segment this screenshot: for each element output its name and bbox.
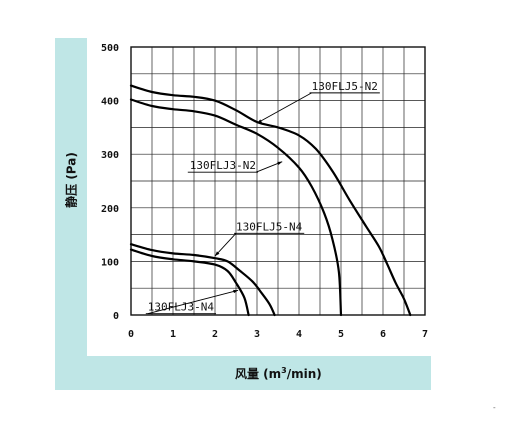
x-tick-label: 4 bbox=[296, 329, 302, 340]
series-line-130flj5-n4 bbox=[129, 243, 276, 317]
label-leader-line bbox=[147, 289, 239, 315]
series-line-130flj3-n2 bbox=[129, 98, 343, 317]
y-tick-label: 0 bbox=[113, 311, 119, 322]
x-tick-label: 6 bbox=[380, 329, 386, 340]
x-axis-label-superscript: 3 bbox=[281, 366, 287, 375]
label-leader-line bbox=[255, 161, 283, 173]
x-tick-label: 7 bbox=[422, 329, 428, 340]
series-label-130flj5-n2: 130FLJ5-N2 bbox=[312, 80, 378, 93]
y-tick-label: 400 bbox=[101, 97, 119, 108]
x-axis-label-main: 风量 (m bbox=[235, 367, 282, 381]
x-tick-label: 2 bbox=[212, 329, 218, 340]
label-arrow-head bbox=[233, 289, 239, 294]
axis-ticks: 0 1 2 3 4 5 6 7 0 100 200 300 400 500 bbox=[101, 43, 428, 340]
series-label-130flj3-n4: 130FLJ3-N4 bbox=[148, 301, 215, 314]
series-label-130flj3-n2: 130FLJ3-N2 bbox=[190, 159, 256, 172]
y-tick-label: 300 bbox=[101, 150, 119, 161]
label-leader-line bbox=[214, 233, 237, 257]
left-decorative-band bbox=[55, 38, 87, 368]
series-curves bbox=[129, 84, 412, 317]
x-tick-label: 1 bbox=[170, 329, 176, 340]
plot-frame bbox=[130, 46, 426, 316]
series-label-130flj5-n4: 130FLJ5-N4 bbox=[236, 220, 303, 233]
label-leader-line bbox=[256, 92, 312, 124]
label-arrow-head bbox=[257, 119, 262, 124]
label-arrow-head bbox=[277, 161, 283, 166]
corner-mark: - bbox=[493, 403, 496, 412]
x-tick-label: 0 bbox=[128, 329, 134, 340]
x-axis-label-tail: /min) bbox=[286, 367, 322, 381]
x-tick-label: 5 bbox=[338, 329, 344, 340]
y-tick-label: 100 bbox=[101, 257, 119, 268]
x-axis-label: 风量 (m3/min) bbox=[235, 365, 322, 382]
y-tick-label: 200 bbox=[101, 204, 119, 215]
series-line-130flj5-n2 bbox=[129, 84, 412, 317]
y-tick-label: 500 bbox=[101, 43, 119, 54]
grid-lines bbox=[130, 46, 426, 316]
series-labels: 130FLJ5-N2 130FLJ3-N2 130FLJ5-N4 130FLJ3-N4 bbox=[145, 80, 380, 315]
bottom-decorative-band bbox=[55, 356, 431, 390]
series-line-130flj3-n4 bbox=[129, 248, 250, 317]
x-tick-label: 3 bbox=[254, 329, 260, 340]
label-arrow-head bbox=[215, 251, 220, 257]
